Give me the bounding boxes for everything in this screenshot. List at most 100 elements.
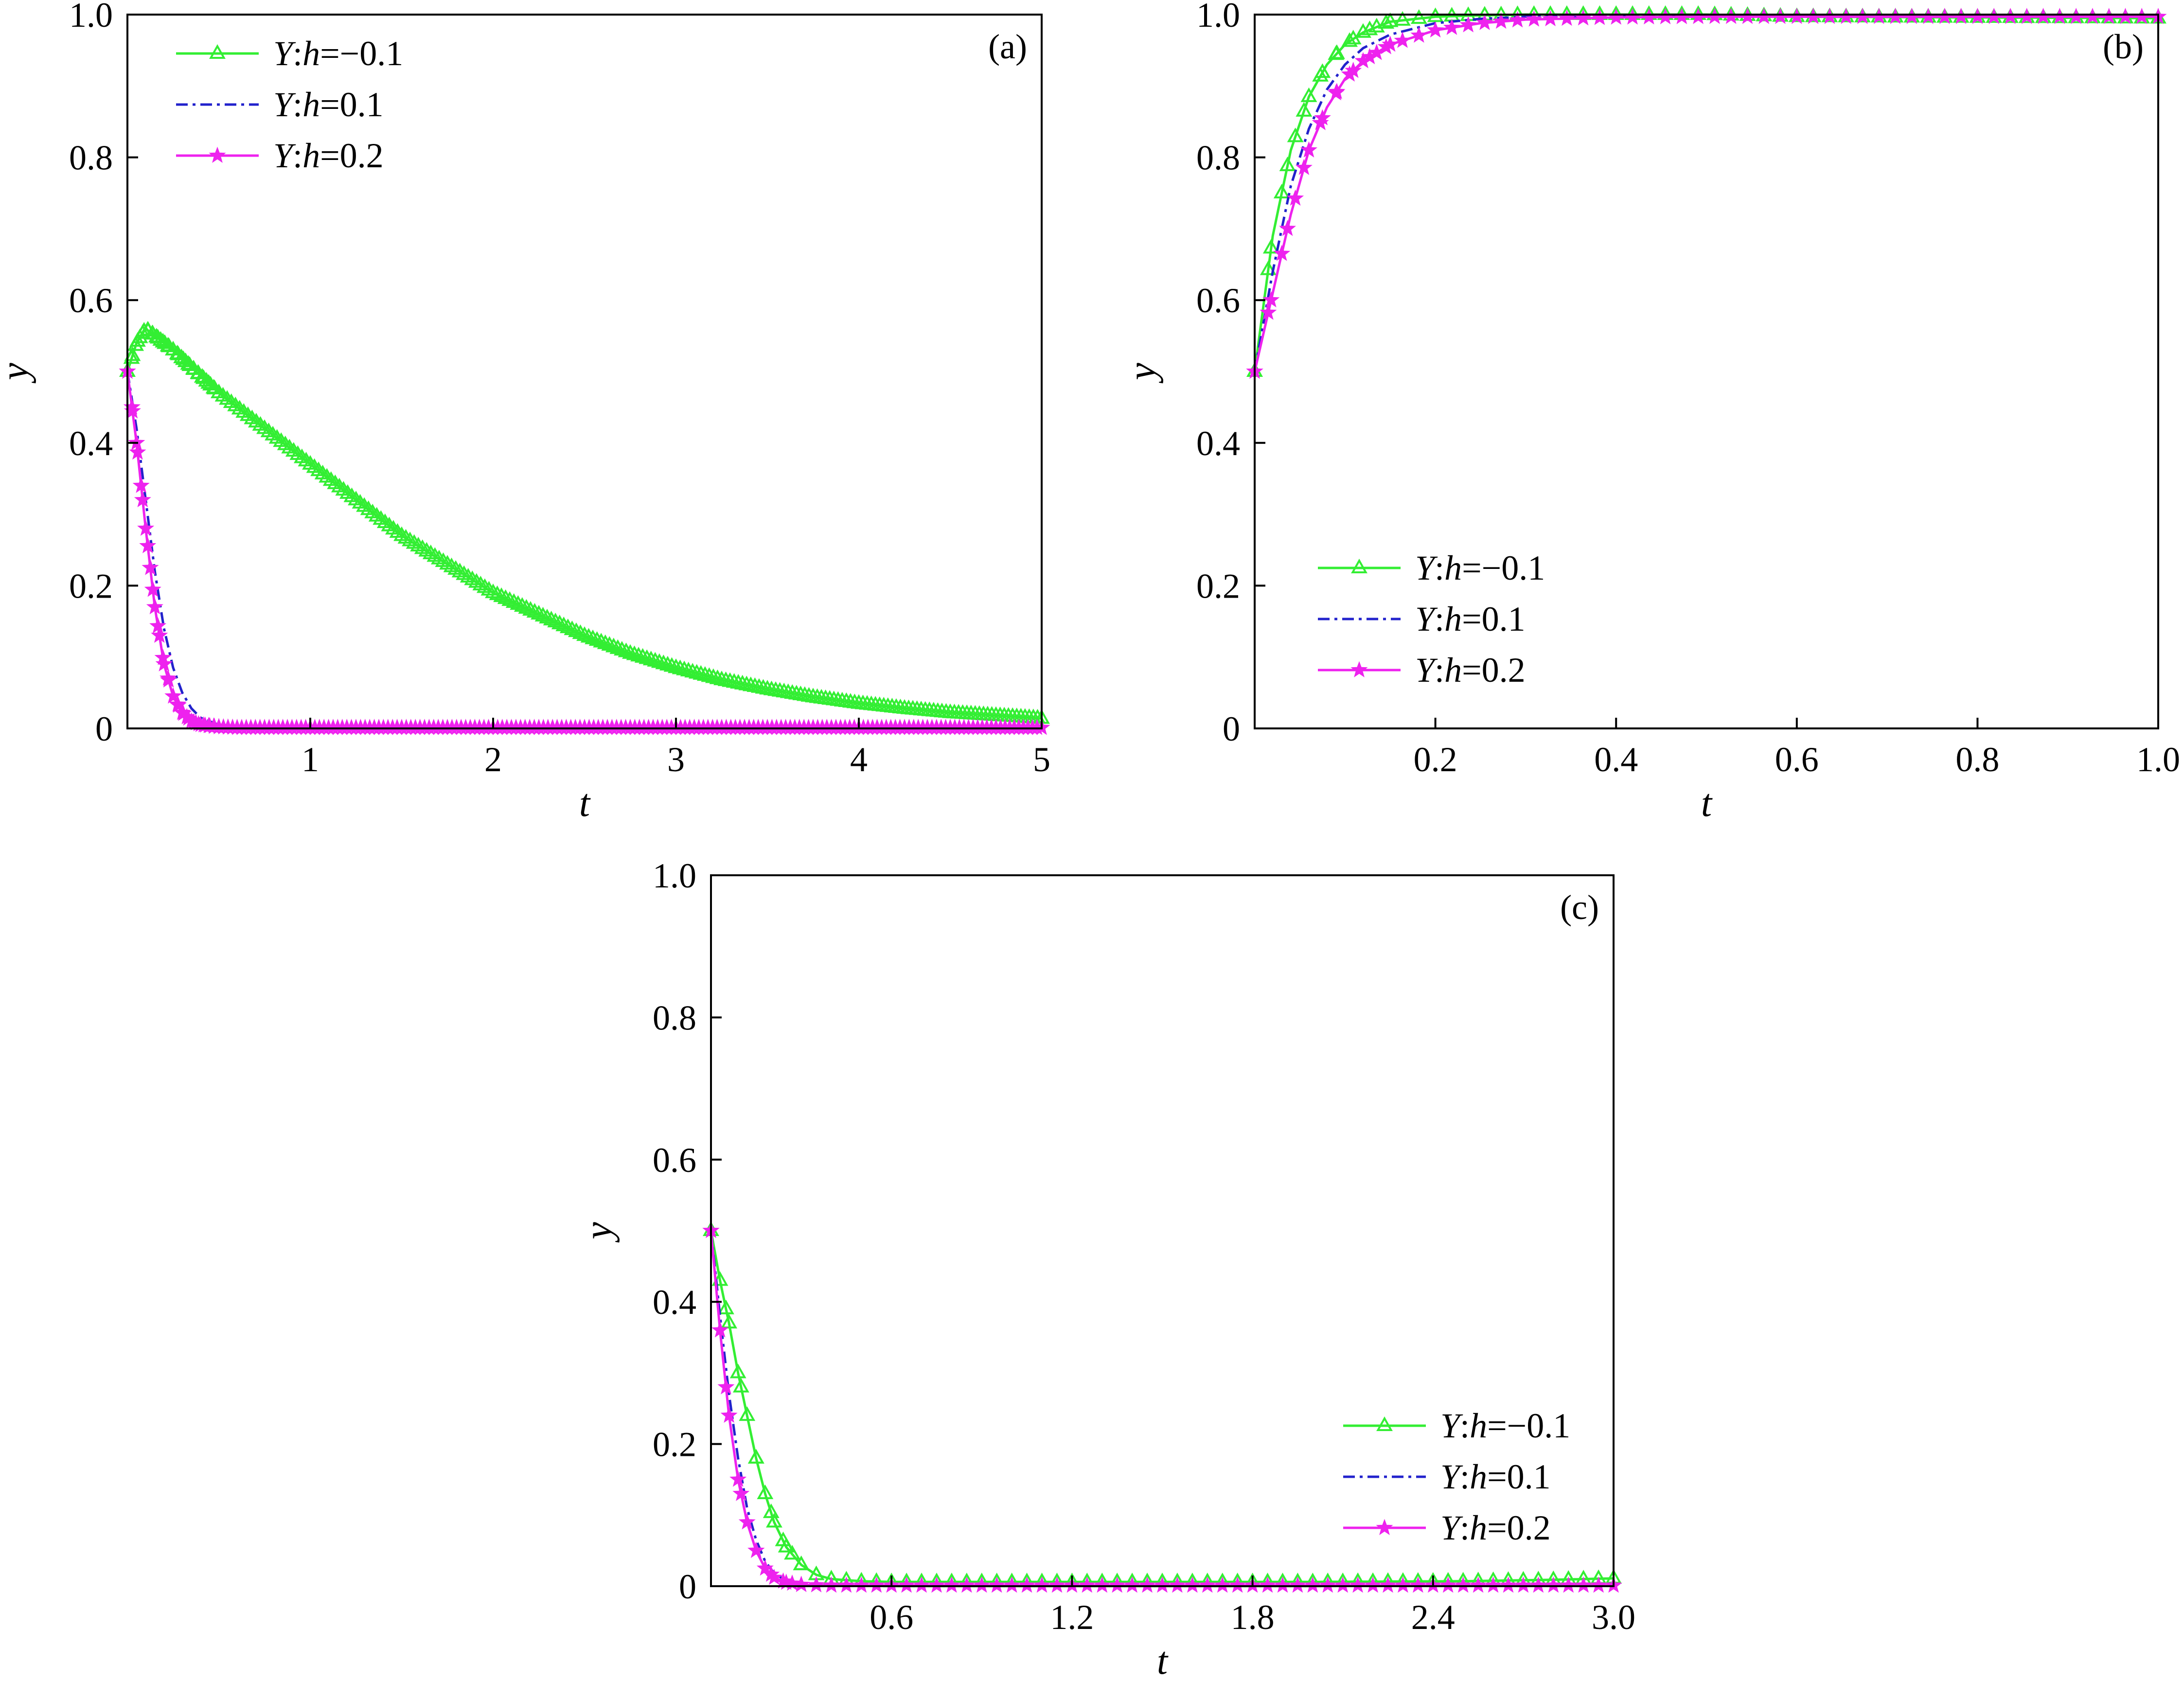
data-point-2-8 xyxy=(822,1576,840,1593)
y-tick-label: 1.0 xyxy=(653,856,696,895)
data-point-0-110 xyxy=(576,626,593,641)
data-point-0-94 xyxy=(510,595,527,610)
data-point-extra-2-8 xyxy=(1354,52,1372,69)
data-point-0-113 xyxy=(588,631,605,646)
data-point-extra-0-3 xyxy=(729,1363,746,1379)
data-point-2-6 xyxy=(146,598,163,615)
legend: Y:h=−0.1 Y:h=0.1 Y:h=0.2 xyxy=(176,34,403,175)
data-point-0-116 xyxy=(601,636,618,651)
y-tick-label: 1.0 xyxy=(1196,0,1240,35)
legend-swatch-marker xyxy=(1376,1416,1393,1431)
data-point-0-136 xyxy=(684,663,701,678)
data-point-extra-0-13 xyxy=(185,360,202,375)
legend-label: Y:h=0.2 xyxy=(1415,651,1526,690)
data-point-2-3 xyxy=(1295,159,1313,175)
x-tick-label: 4 xyxy=(850,740,868,779)
data-point-0-130 xyxy=(659,655,676,671)
data-point-0-95 xyxy=(514,597,531,612)
data-point-extra-0-7 xyxy=(1341,32,1358,47)
data-point-2-17 xyxy=(958,1576,976,1593)
data-point-2-34 xyxy=(1214,1576,1231,1593)
data-point-2-19 xyxy=(1558,9,1576,26)
legend-label: Y:h=0.2 xyxy=(273,136,384,175)
data-point-extra-0-1 xyxy=(124,346,141,361)
data-point-2-32 xyxy=(1184,1576,1201,1593)
x-tick-label: 1.0 xyxy=(2136,740,2180,779)
data-point-2-55 xyxy=(1529,1576,1547,1593)
data-point-extra-0-1 xyxy=(1260,260,1277,275)
data-point-0-115 xyxy=(597,634,614,649)
y-tick-label: 0.4 xyxy=(69,424,113,463)
y-tick-label: 1.0 xyxy=(69,0,113,35)
data-point-extra-2-5 xyxy=(1314,109,1331,125)
data-point-0-107 xyxy=(564,620,581,636)
plot-frame xyxy=(126,14,1043,729)
data-point-extra-2-5 xyxy=(144,581,161,597)
data-point-2-42 xyxy=(1334,1576,1351,1593)
data-point-2-18 xyxy=(973,1576,991,1593)
legend: Y:h=−0.1 Y:h=0.1 Y:h=0.2 xyxy=(1318,549,1545,690)
data-point-2-45 xyxy=(1379,1576,1397,1593)
data-point-0-132 xyxy=(668,658,684,673)
data-point-2-28 xyxy=(1706,7,1723,24)
data-point-0-121 xyxy=(622,644,639,659)
data-point-extra-0-11 xyxy=(175,350,192,365)
data-point-extra-2-9 xyxy=(1368,44,1385,60)
panel-b: 0 0.2 0.4 0.6 0.8 1.0 0.2 0.4 0.6 0.8 1.0 t y (b) Y:h=… xyxy=(1121,0,2180,825)
x-tick-label: 5 xyxy=(1033,740,1050,779)
data-point-extra-0-5 xyxy=(1314,63,1331,78)
data-point-extra-2-7 xyxy=(1341,65,1358,82)
data-point-2-11 xyxy=(1427,21,1444,38)
data-point-0-8 xyxy=(1378,14,1395,29)
data-point-0-135 xyxy=(680,661,697,677)
data-point-2-1 xyxy=(1262,291,1280,308)
y-tick-label: 0.2 xyxy=(653,1425,696,1464)
data-point-2-13 xyxy=(1459,16,1477,33)
data-point-0-10 xyxy=(1410,9,1427,24)
data-point-2-26 xyxy=(1093,1576,1111,1593)
data-point-2-49 xyxy=(1439,1576,1457,1593)
panel-a: 0 0.2 0.4 0.6 0.8 1.0 1 2 3 4 5 t y (a) Y:h=−0.1 Y:h=0.… xyxy=(0,0,1050,825)
data-point-0-125 xyxy=(639,649,656,664)
data-point-extra-2-10 xyxy=(1382,35,1399,52)
data-point-extra-0-16 xyxy=(200,374,217,389)
data-point-0-129 xyxy=(655,655,672,670)
data-point-0-118 xyxy=(609,639,626,654)
data-point-extra-2-3 xyxy=(1287,189,1304,206)
data-point-extra-0-6 xyxy=(1328,45,1345,60)
y-tick-label: 0.6 xyxy=(1196,281,1240,320)
legend-swatch-marker xyxy=(1350,661,1368,677)
data-point-2-50 xyxy=(1455,1576,1472,1593)
data-point-extra-2-4 xyxy=(738,1513,756,1530)
data-point-2-41 xyxy=(1319,1576,1336,1593)
x-tick-label: 1.8 xyxy=(1231,1598,1275,1637)
data-point-2-35 xyxy=(1229,1576,1246,1593)
data-point-2-16 xyxy=(943,1576,960,1593)
data-point-2-51 xyxy=(1470,1576,1487,1593)
data-point-0-127 xyxy=(647,652,664,667)
data-point-0-103 xyxy=(547,613,564,628)
data-point-0-93 xyxy=(505,593,522,608)
legend-swatch-marker xyxy=(209,146,226,163)
data-point-2-38 xyxy=(1274,1576,1291,1593)
data-point-0-2 xyxy=(1279,156,1296,171)
data-point-0-112 xyxy=(585,629,602,644)
data-point-2-40 xyxy=(1304,1576,1321,1593)
data-point-extra-0-10 xyxy=(170,345,187,360)
panel-label-a: (a) xyxy=(988,27,1027,66)
data-point-extra-0-15 xyxy=(195,369,212,384)
x-tick-label: 2.4 xyxy=(1411,1598,1455,1637)
data-point-0-137 xyxy=(688,664,705,679)
data-point-2-17 xyxy=(1525,10,1543,27)
data-point-0-142 xyxy=(709,669,726,684)
data-point-2-59 xyxy=(1590,1576,1607,1593)
series-line-1 xyxy=(1253,15,2158,372)
y-tick-label: 0.8 xyxy=(1196,139,1240,177)
data-point-0-1 xyxy=(718,1299,734,1314)
legend-label: Y:h=0.2 xyxy=(1440,1508,1551,1547)
data-point-2-27 xyxy=(1108,1576,1126,1593)
series-line-2 xyxy=(1253,15,2158,372)
y-axis-label: y xyxy=(0,363,36,384)
y-axis-label: y xyxy=(1121,363,1164,384)
data-point-extra-0-7 xyxy=(766,1513,782,1528)
